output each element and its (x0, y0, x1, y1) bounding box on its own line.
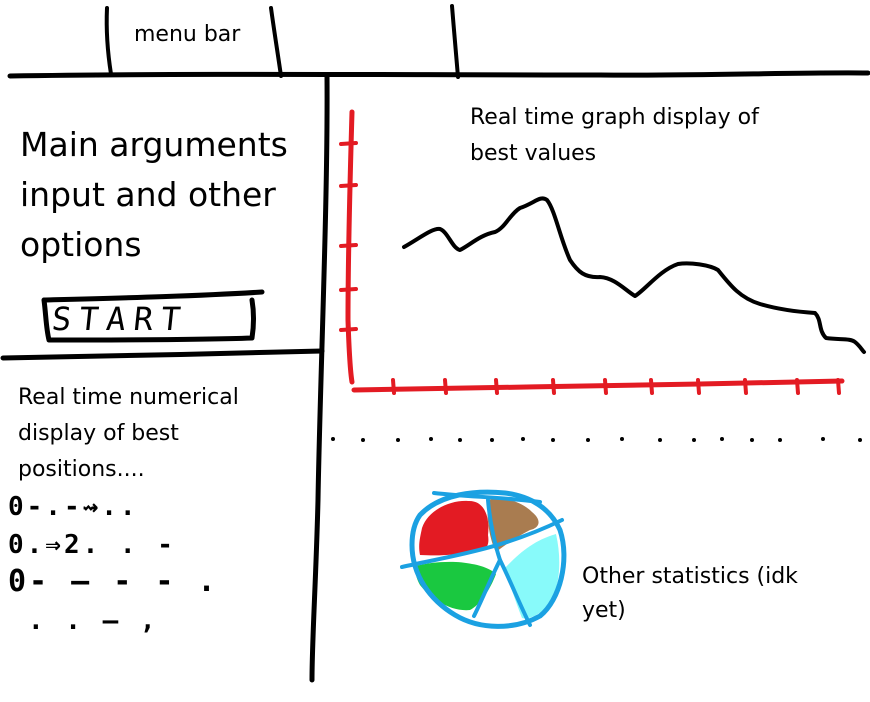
separator-dot (458, 438, 462, 442)
pie-slice-brown (487, 498, 539, 552)
graph-x-tick (743, 378, 748, 395)
separator-dot (778, 438, 782, 442)
separator-dot (750, 438, 754, 442)
menu-bar-label: menu bar (134, 22, 241, 47)
graph-x-tick (649, 378, 654, 395)
menu-tab-left-edge (104, 6, 113, 76)
positions-panel-label: Real time numerical display of best posi… (18, 385, 239, 482)
stats-panel-label: Other statistics (idk yet) (582, 564, 798, 623)
graph-x-tick (551, 378, 556, 395)
graph-x-tick (494, 378, 499, 395)
separator-dot (821, 437, 825, 441)
menu-divider-mid (450, 4, 460, 79)
dotted-separator (331, 437, 862, 442)
separator-dot (586, 438, 590, 442)
separator-dot (692, 438, 696, 442)
stats-pie-sketch (400, 489, 567, 629)
graph-x-axis (351, 378, 845, 393)
pie-outline (409, 489, 567, 629)
position-sketch-line: . . — , (28, 606, 159, 636)
pie-divider-b (400, 518, 564, 569)
position-sketch-line: 0.⇒2. . - (8, 530, 176, 560)
pie-divider-a (432, 491, 542, 504)
pie-slice-green (415, 561, 496, 611)
best-values-line (402, 196, 866, 354)
graph-y-tick (339, 287, 358, 292)
graph-y-tick (339, 183, 358, 188)
graph-x-tick (443, 378, 448, 395)
start-button-outline[interactable] (41, 289, 265, 343)
separator-dot (429, 437, 433, 441)
graph-axes (339, 109, 845, 395)
separator-dot (551, 438, 555, 442)
start-button-label[interactable]: START (50, 300, 191, 338)
arguments-panel-label: Main arguments input and other options (20, 125, 288, 264)
main-vertical-divider (309, 73, 330, 683)
pie-divider-d (498, 558, 532, 627)
position-sketch-line: 0- — - - . (8, 564, 219, 599)
pie-slice-red (419, 500, 489, 556)
graph-panel-label: Real time graph display of best values (470, 105, 759, 166)
graph-x-tick (603, 378, 608, 395)
position-sketch-line: 0-.-⇝.. (8, 492, 139, 522)
graph-y-tick (339, 141, 358, 146)
separator-dot (396, 438, 400, 442)
left-panel-divider (0, 348, 325, 361)
graph-x-tick (696, 378, 701, 395)
graph-y-tick (339, 243, 358, 248)
separator-dot (361, 438, 365, 442)
separator-dot (620, 437, 624, 441)
menu-bar-divider (7, 70, 870, 79)
separator-dot (331, 437, 335, 441)
graph-y-tick (339, 327, 358, 332)
graph-x-tick (836, 378, 841, 395)
separator-dot (858, 438, 862, 442)
separator-dot (521, 437, 525, 441)
menu-tab-right-edge (269, 6, 283, 78)
separator-dot (658, 438, 662, 442)
graph-x-tick (795, 378, 800, 395)
separator-dot (490, 438, 494, 442)
separator-dot (720, 437, 724, 441)
graph-x-tick (391, 378, 396, 395)
